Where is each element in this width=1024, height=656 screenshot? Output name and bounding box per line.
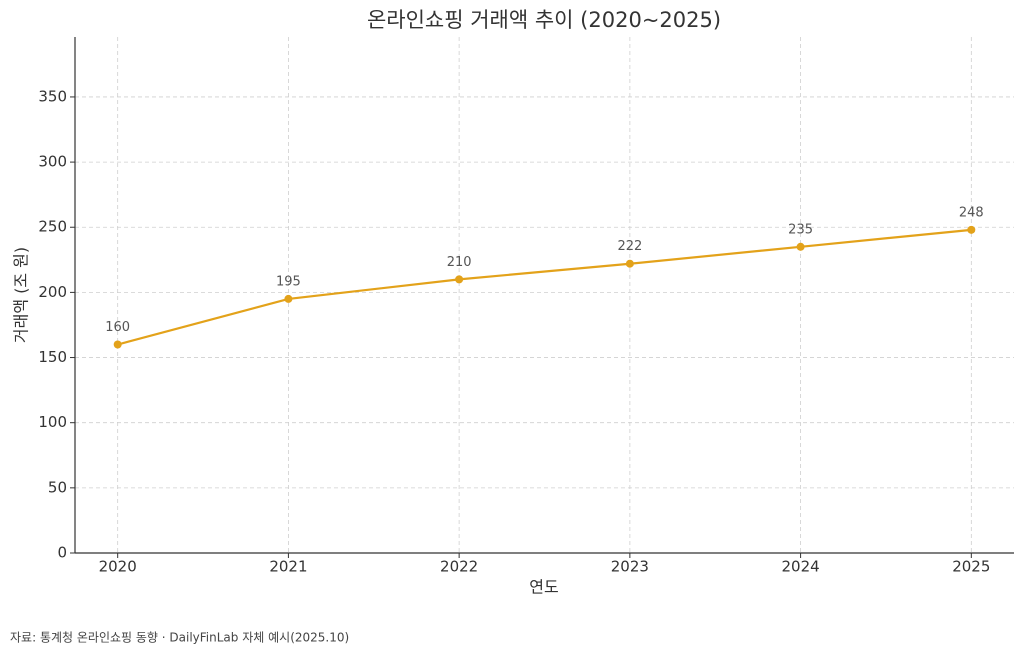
x-axis-label: 연도	[529, 578, 558, 597]
y-tick-label: 300	[38, 153, 67, 171]
y-tick-label: 250	[38, 218, 67, 236]
data-label: 235	[788, 222, 813, 237]
y-tick-label: 0	[57, 544, 67, 562]
data-label: 248	[959, 205, 984, 220]
point	[796, 242, 805, 251]
x-tick-label: 2023	[611, 558, 649, 576]
x-tick-label: 2021	[269, 558, 307, 576]
y-tick-label: 100	[38, 413, 67, 431]
x-tick-label: 2024	[781, 558, 819, 576]
point	[113, 340, 122, 349]
y-tick-label: 50	[48, 478, 67, 496]
point	[455, 275, 464, 284]
footnote: 자료: 통계청 온라인쇼핑 동향 · DailyFinLab 자체 예시(202…	[10, 631, 349, 645]
y-tick-label: 200	[38, 283, 67, 301]
y-tick-label: 150	[38, 348, 67, 366]
point	[625, 259, 634, 268]
line	[117, 228, 972, 346]
x-tick-label: 2022	[440, 558, 478, 576]
data-label: 222	[617, 239, 642, 254]
y-tick-label: 350	[38, 87, 67, 105]
data-label: 160	[105, 320, 130, 335]
point	[284, 294, 293, 303]
data-label: 195	[276, 274, 301, 289]
data-label: 210	[447, 255, 472, 270]
point	[967, 225, 976, 234]
x-tick-label: 2020	[99, 558, 137, 576]
x-tick-label: 2025	[952, 558, 990, 576]
chart-title: 온라인쇼핑 거래액 추이 (2020~2025)	[367, 8, 721, 32]
y-axis-label: 거래액 (조 원)	[12, 247, 31, 343]
